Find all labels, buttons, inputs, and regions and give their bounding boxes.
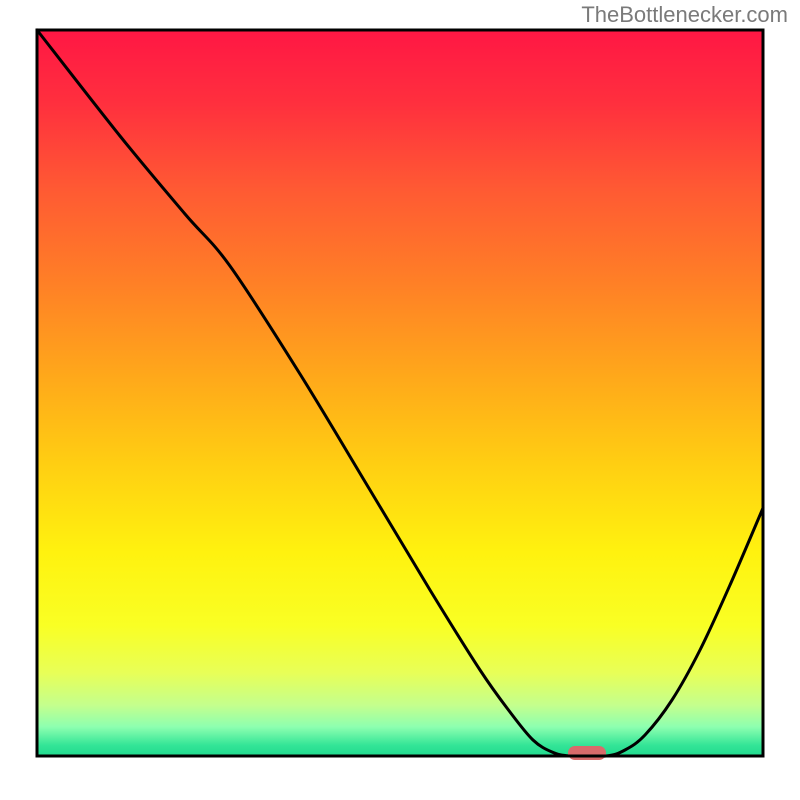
- optimal-marker: [568, 746, 606, 760]
- bottleneck-chart: [0, 0, 800, 800]
- watermark-text: TheBottlenecker.com: [581, 2, 788, 28]
- plot-background: [37, 30, 763, 756]
- chart-container: TheBottlenecker.com: [0, 0, 800, 800]
